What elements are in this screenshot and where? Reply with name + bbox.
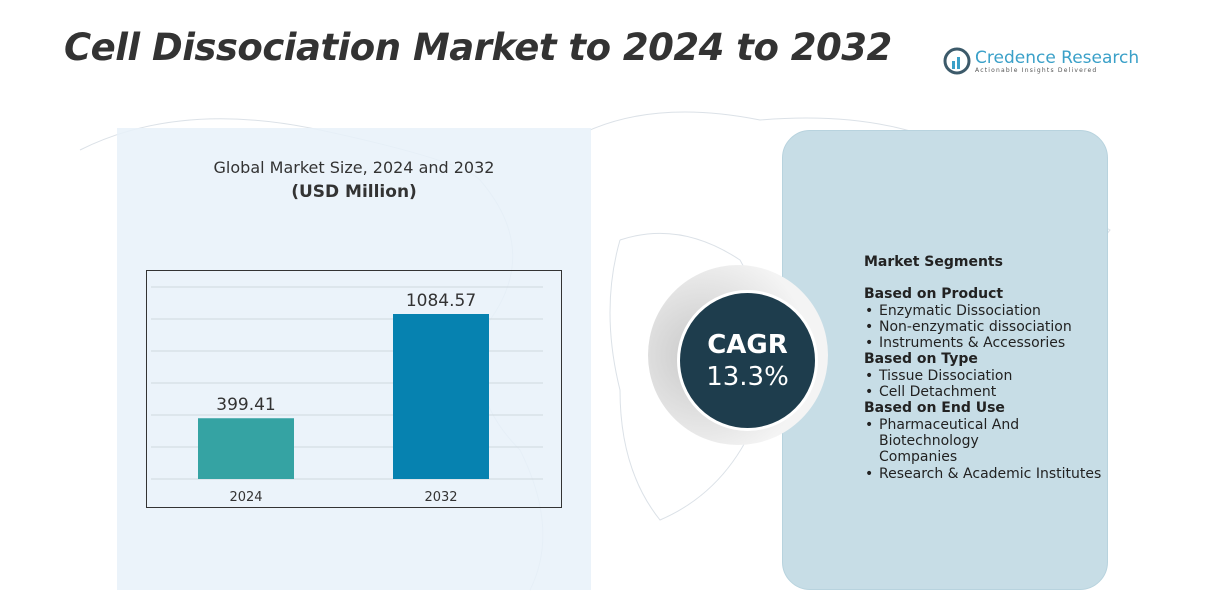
data-label: 1084.57 [406, 291, 476, 311]
data-label: 399.41 [216, 395, 275, 415]
chart-frame: 399.41 2024 1084.57 2032 [146, 270, 562, 508]
segment-item: Instruments & Accessories [864, 335, 1101, 352]
segments-heading: Market Segments [864, 254, 1003, 270]
segment-group-title: Based on Type [864, 351, 978, 368]
chart-title: Global Market Size, 2024 and 2032 [213, 158, 495, 177]
bar-2032 [393, 314, 489, 479]
segment-item: Research & Academic Institutes [864, 466, 1101, 483]
segment-item: Cell Detachment [864, 384, 1101, 401]
logo-name: Credence Research [975, 47, 1140, 68]
segment-item: Non-enzymatic dissociation [864, 319, 1101, 336]
x-tick-label: 2024 [229, 490, 262, 505]
logo-icon [943, 47, 971, 75]
page-title: Cell Dissociation Market to 2024 to 2032 [64, 26, 892, 69]
bar-chart: 399.41 2024 1084.57 2032 [151, 286, 543, 505]
credence-research-logo: Credence Research Actionable Insights De… [943, 47, 1139, 75]
cagr-badge: CAGR 13.3% [677, 290, 818, 431]
segment-group-title: Based on Product [864, 286, 1004, 303]
market-segments: Market Segments Based on Product Enzymat… [864, 254, 1101, 482]
chart-panel [117, 128, 591, 590]
x-tick-label: 2032 [424, 490, 457, 505]
segment-group-title: Based on End Use [864, 400, 1005, 417]
cagr-label: CAGR [707, 329, 788, 360]
segment-item: Pharmaceutical And Biotechnology Compani… [864, 417, 1059, 466]
chart-subtitle: (USD Million) [291, 182, 417, 202]
cagr-value: 13.3% [706, 361, 789, 392]
segments-panel [782, 130, 1108, 590]
segment-item: Tissue Dissociation [864, 368, 1101, 385]
segment-item: Enzymatic Dissociation [864, 303, 1101, 320]
logo-tagline: Actionable Insights Delivered [975, 66, 1098, 74]
bar-2024 [198, 418, 294, 479]
